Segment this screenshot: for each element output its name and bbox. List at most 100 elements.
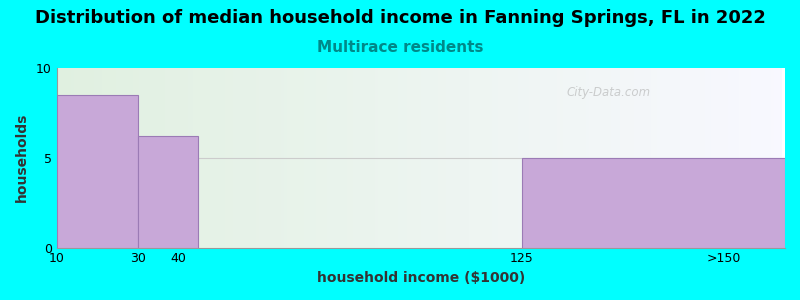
Bar	[128, 68, 130, 248]
Bar	[327, 68, 330, 248]
Bar	[560, 68, 563, 248]
Bar	[136, 68, 139, 248]
Bar	[591, 68, 594, 248]
Bar	[481, 68, 483, 248]
Bar	[426, 68, 430, 248]
Bar	[483, 68, 486, 248]
Bar	[711, 68, 714, 248]
Bar	[196, 68, 199, 248]
Bar	[563, 68, 566, 248]
Bar	[341, 68, 344, 248]
Bar	[142, 68, 145, 248]
Bar	[765, 68, 768, 248]
Bar	[580, 68, 583, 248]
Bar	[361, 68, 364, 248]
Bar	[566, 68, 569, 248]
Bar	[546, 68, 549, 248]
Bar	[501, 68, 503, 248]
Bar	[421, 68, 424, 248]
Bar	[631, 68, 634, 248]
Bar	[219, 68, 222, 248]
Bar	[662, 68, 666, 248]
Bar	[282, 68, 284, 248]
Bar	[435, 68, 438, 248]
Bar	[498, 68, 501, 248]
Bar	[333, 68, 335, 248]
Bar	[57, 95, 138, 247]
Bar	[739, 68, 742, 248]
Bar	[558, 68, 560, 248]
Bar	[77, 68, 79, 248]
Bar	[298, 68, 302, 248]
Bar	[410, 68, 412, 248]
Bar	[66, 68, 68, 248]
Bar	[666, 68, 668, 248]
Bar	[706, 68, 708, 248]
Bar	[759, 68, 762, 248]
Bar	[578, 68, 580, 248]
Bar	[74, 68, 77, 248]
Bar	[770, 68, 774, 248]
Text: City-Data.com: City-Data.com	[566, 86, 650, 99]
Bar	[470, 68, 472, 248]
Bar	[552, 68, 554, 248]
Bar	[549, 68, 552, 248]
Bar	[668, 68, 671, 248]
Bar	[600, 68, 603, 248]
Bar	[640, 68, 642, 248]
Bar	[768, 68, 770, 248]
Bar	[506, 68, 509, 248]
Bar	[438, 68, 441, 248]
Bar	[452, 68, 455, 248]
Bar	[722, 68, 726, 248]
Bar	[538, 68, 540, 248]
Bar	[130, 68, 134, 248]
Bar	[415, 68, 418, 248]
Bar	[79, 68, 82, 248]
Bar	[751, 68, 754, 248]
Bar	[159, 68, 162, 248]
Bar	[273, 68, 276, 248]
Bar	[381, 68, 384, 248]
Bar	[179, 68, 182, 248]
Bar	[697, 68, 700, 248]
Bar	[726, 68, 728, 248]
Bar	[646, 68, 649, 248]
Bar	[88, 68, 91, 248]
Bar	[762, 68, 765, 248]
Bar	[654, 68, 657, 248]
Bar	[503, 68, 506, 248]
Bar	[522, 158, 785, 248]
Bar	[71, 68, 74, 248]
Bar	[253, 68, 256, 248]
Bar	[85, 68, 88, 248]
Bar	[322, 68, 324, 248]
Bar	[82, 68, 85, 248]
Bar	[230, 68, 233, 248]
Text: Multirace residents: Multirace residents	[317, 40, 483, 56]
Bar	[554, 68, 558, 248]
Bar	[398, 68, 401, 248]
Bar	[586, 68, 589, 248]
Bar	[412, 68, 415, 248]
Bar	[606, 68, 609, 248]
Bar	[450, 68, 452, 248]
Bar	[366, 68, 370, 248]
Bar	[677, 68, 680, 248]
Bar	[686, 68, 688, 248]
Bar	[458, 68, 461, 248]
Bar	[270, 68, 273, 248]
Bar	[532, 68, 534, 248]
Bar	[620, 68, 623, 248]
Bar	[603, 68, 606, 248]
Bar	[623, 68, 626, 248]
Bar	[57, 68, 59, 248]
Bar	[256, 68, 258, 248]
Bar	[526, 68, 529, 248]
Bar	[642, 68, 646, 248]
X-axis label: household income ($1000): household income ($1000)	[317, 271, 525, 285]
Bar	[731, 68, 734, 248]
Bar	[660, 68, 662, 248]
Bar	[125, 68, 128, 248]
Bar	[117, 68, 119, 248]
